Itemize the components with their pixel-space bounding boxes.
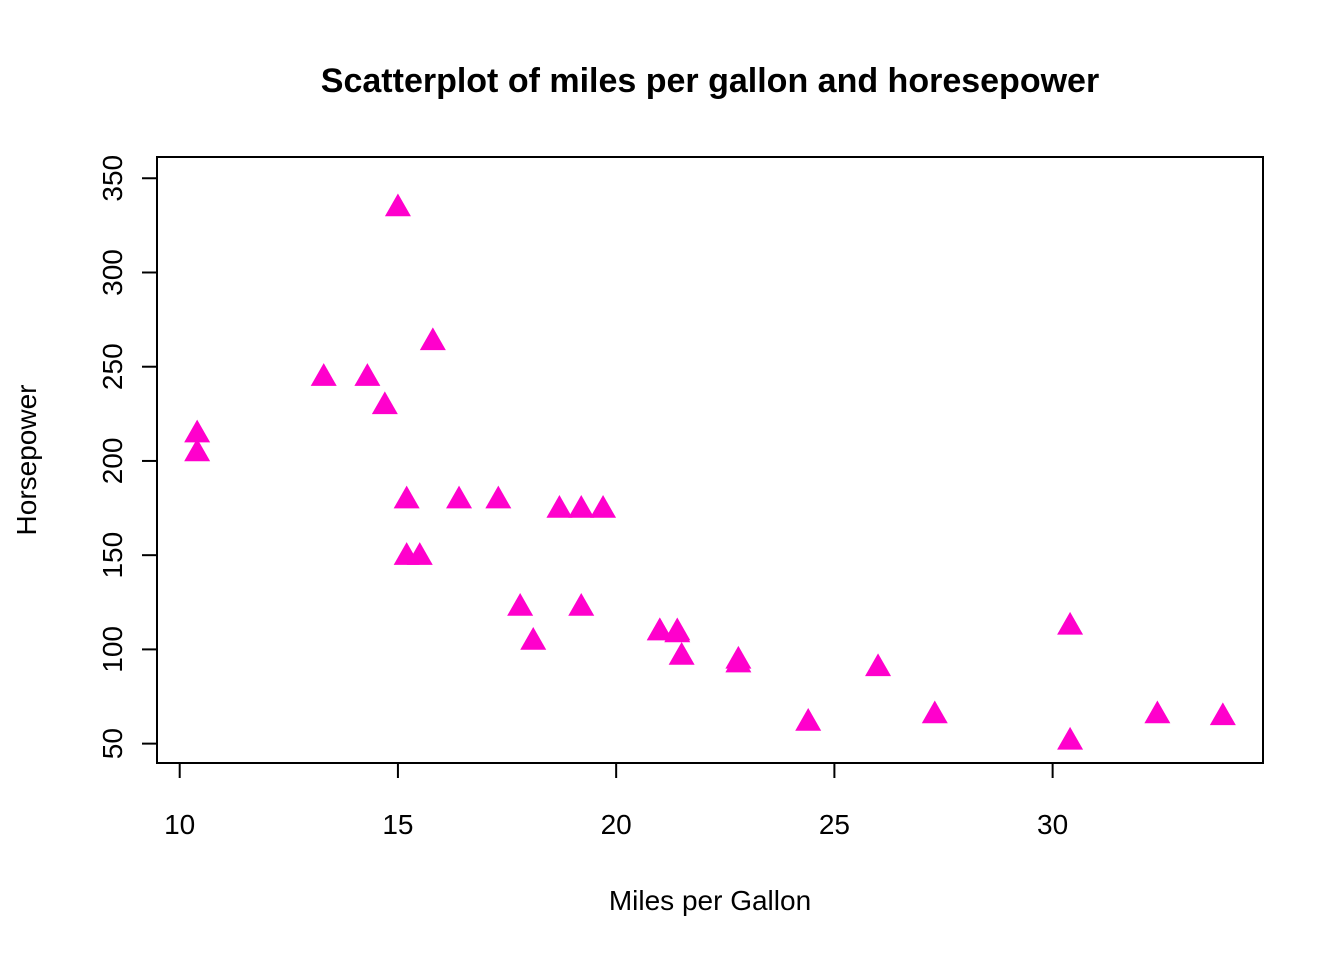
y-tick-label: 100 [97,626,128,673]
y-tick-label: 50 [97,728,128,759]
data-point [446,485,473,509]
x-tick-label: 15 [382,809,413,840]
data-point [507,593,534,616]
data-point [310,363,337,386]
data-point [393,542,420,565]
data-point [921,700,948,724]
data-point [371,391,398,415]
data-point [546,495,573,518]
data-point [590,495,617,518]
data-point [393,485,420,509]
chart-title: Scatterplot of miles per gallon and hore… [321,62,1099,100]
y-tick-label: 150 [97,532,128,579]
data-point [485,485,512,509]
data-point [1057,726,1084,750]
data-point [384,193,411,217]
data-point [520,626,547,650]
y-axis: 50 100 150 200 250 300 350 [97,155,158,759]
x-tick-label: 25 [819,809,850,840]
data-point [646,617,673,641]
plot-frame [156,156,1264,764]
data-point [668,642,695,665]
data-point [725,645,752,669]
x-axis-label: Miles per Gallon [609,885,811,916]
data-point [568,593,595,616]
x-axis: 10 15 20 25 30 [164,762,1068,840]
y-tick-label: 250 [97,343,128,390]
data-point [568,495,595,518]
y-tick-label: 200 [97,438,128,485]
y-tick-label: 300 [97,249,128,296]
x-tick-label: 30 [1037,809,1068,840]
data-point [1144,700,1171,724]
data-point [664,619,691,643]
data-point [184,438,211,462]
data-point [419,327,446,351]
data-point [354,363,381,386]
y-tick-label: 350 [97,155,128,202]
data-points [184,193,1236,750]
data-point [865,653,892,677]
data-point [184,419,211,443]
x-tick-label: 10 [164,809,195,840]
x-tick-label: 20 [601,809,632,840]
data-point [795,708,822,731]
data-point [1209,702,1236,726]
y-axis-label: Horsepower [11,385,42,536]
data-point [1057,611,1084,635]
